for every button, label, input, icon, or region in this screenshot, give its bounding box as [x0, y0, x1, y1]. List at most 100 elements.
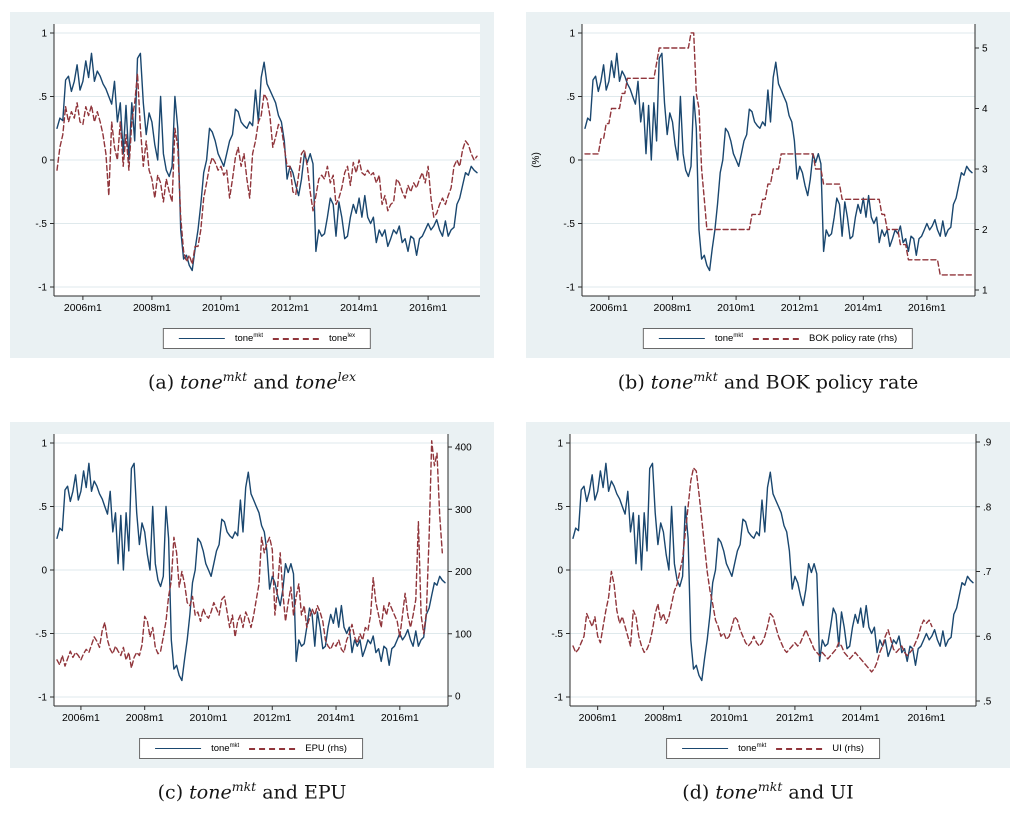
right-tick-label: .9 — [983, 438, 992, 449]
x-tick-label: 2006m1 — [579, 712, 617, 724]
left-tick-label: -1 — [554, 693, 563, 704]
x-tick-label: 2014m1 — [844, 302, 882, 314]
legend-label-tone-mkt: tonemkt — [714, 333, 743, 345]
chart-c-plot: 1 .5 0 -.5 -1 400 300 200 100 0 2006m1 2008m1 2010m1… — [35, 434, 472, 724]
x-tick-label: 2006m1 — [64, 302, 102, 314]
series-tone_mkt — [572, 462, 974, 682]
x-tick-label: 2010m1 — [202, 302, 240, 314]
x-tick-label: 2016m1 — [381, 712, 419, 724]
chart-c-legend: tonemkt EPU (rhs) — [139, 738, 363, 759]
legend-solid-line-sample — [178, 338, 225, 340]
left-tick-label: 1 — [41, 439, 47, 450]
y-axis-unit-label: (%) — [531, 152, 542, 168]
chart-d-plot: 1 .5 0 -.5 -1 .9 .8 .7 .6 .5 2006m1 2008m1 2010m1 201… — [551, 434, 992, 724]
legend-dashed-line-sample — [753, 337, 799, 340]
left-tick-label: .5 — [567, 92, 576, 103]
left-tick-label: -.5 — [551, 629, 563, 640]
left-tick-label: 0 — [557, 566, 563, 577]
left-tick-label: .5 — [555, 502, 564, 513]
series-tone_lex — [56, 72, 478, 265]
chart-a-tile: 1 .5 0 -.5 -1 2006m1 2008m1 2010m1 2012m1 2014m1 2… — [10, 12, 494, 358]
left-tick-label: -1 — [38, 693, 47, 704]
legend-label-ui: UI (rhs) — [832, 743, 864, 755]
series-epu — [56, 440, 443, 669]
left-tick-label: .5 — [39, 92, 48, 103]
series-tone_mkt — [56, 462, 446, 682]
x-tick-label: 2016m1 — [908, 302, 946, 314]
x-tick-label: 2010m1 — [710, 712, 748, 724]
series-bok_policy_rate — [584, 32, 973, 276]
right-tick-label: 2 — [982, 225, 988, 236]
legend-solid-line-sample — [658, 338, 705, 340]
right-tick-label: 200 — [455, 567, 472, 578]
caption-a: (a) tonemkt and tonelex — [147, 369, 357, 394]
chart-d-tile: 1 .5 0 -.5 -1 .9 .8 .7 .6 .5 2006m1 2008m1 2010m1 201… — [526, 422, 1010, 768]
x-tick-label: 2016m1 — [409, 302, 447, 314]
left-tick-label: -.5 — [35, 629, 47, 640]
chart-b-legend: tonemkt BOK policy rate (rhs) — [642, 328, 914, 349]
x-tick-label: 2012m1 — [253, 712, 291, 724]
legend-label-tone-mkt: tonemkt — [738, 743, 767, 755]
legend-dashed-line-sample — [776, 747, 823, 750]
right-tick-label: .6 — [983, 632, 992, 643]
legend-solid-line-sample — [155, 748, 202, 750]
x-tick-label: 2014m1 — [317, 712, 355, 724]
x-tick-label: 2016m1 — [907, 712, 945, 724]
right-tick-label: 0 — [455, 692, 461, 703]
chart-a-legend: tonemkt tonelex — [162, 328, 372, 349]
x-tick-label: 2008m1 — [133, 302, 171, 314]
legend-label-epu: EPU (rhs) — [305, 743, 347, 755]
right-tick-label: .8 — [983, 502, 992, 513]
right-tick-label: 4 — [982, 104, 988, 115]
right-tick-label: 100 — [455, 629, 472, 640]
series-ui — [572, 467, 933, 673]
left-tick-label: -1 — [38, 283, 47, 294]
legend-dashed-line-sample — [273, 337, 319, 340]
x-tick-label: 2012m1 — [781, 302, 819, 314]
x-tick-label: 2008m1 — [653, 302, 691, 314]
left-tick-label: 1 — [557, 439, 563, 450]
left-tick-label: 0 — [41, 156, 47, 167]
left-tick-label: .5 — [39, 502, 48, 513]
series-tone_mkt — [584, 52, 973, 272]
chart-c-tile: 1 .5 0 -.5 -1 400 300 200 100 0 2006m1 2008m1 2010m1… — [10, 422, 494, 768]
legend-label-tone-mkt: tonemkt — [234, 333, 263, 345]
left-tick-label: -.5 — [35, 219, 47, 230]
right-tick-label: 5 — [982, 44, 988, 55]
left-tick-label: 0 — [569, 156, 575, 167]
right-tick-label: 300 — [455, 505, 472, 516]
legend-label-tone-lex: tonelex — [329, 333, 356, 345]
right-tick-label: 3 — [982, 165, 988, 176]
series-tone_mkt — [56, 52, 478, 272]
chart-a-plot: 1 .5 0 -.5 -1 2006m1 2008m1 2010m1 2012m1 2014m1 2… — [35, 24, 480, 314]
caption-c: (c) tonemkt and EPU — [157, 779, 347, 804]
x-tick-label: 2012m1 — [271, 302, 309, 314]
x-tick-label: 2014m1 — [842, 712, 880, 724]
x-tick-label: 2012m1 — [776, 712, 814, 724]
caption-d: (d) tonemkt and UI — [682, 779, 854, 804]
right-tick-label: 1 — [982, 286, 988, 297]
x-tick-label: 2010m1 — [190, 712, 228, 724]
chart-b-plot: 1 .5 0 -.5 -1 5 4 3 2 1 2006m1 2008m1 2010m1 2012m1 20… — [531, 24, 988, 314]
x-tick-label: 2006m1 — [62, 712, 100, 724]
legend-dashed-line-sample — [249, 747, 296, 750]
x-tick-label: 2010m1 — [717, 302, 755, 314]
left-tick-label: -.5 — [563, 219, 575, 230]
x-tick-label: 2014m1 — [340, 302, 378, 314]
x-tick-label: 2008m1 — [126, 712, 164, 724]
x-tick-label: 2008m1 — [644, 712, 682, 724]
legend-label-tone-mkt: tonemkt — [211, 743, 240, 755]
legend-label-bok-policy-rate: BOK policy rate (rhs) — [809, 333, 898, 345]
left-tick-label: 0 — [41, 566, 47, 577]
left-tick-label: 1 — [41, 29, 47, 40]
legend-solid-line-sample — [682, 748, 729, 750]
left-tick-label: 1 — [569, 29, 575, 40]
right-tick-label: .5 — [983, 697, 992, 708]
left-tick-label: -1 — [566, 283, 575, 294]
right-tick-label: 400 — [455, 443, 472, 454]
caption-b: (b) tonemkt and BOK policy rate — [617, 369, 919, 394]
chart-d-legend: tonemkt UI (rhs) — [666, 738, 880, 759]
x-tick-label: 2006m1 — [590, 302, 628, 314]
chart-b-tile: 1 .5 0 -.5 -1 5 4 3 2 1 2006m1 2008m1 2010m1 2012m1 20… — [526, 12, 1010, 358]
